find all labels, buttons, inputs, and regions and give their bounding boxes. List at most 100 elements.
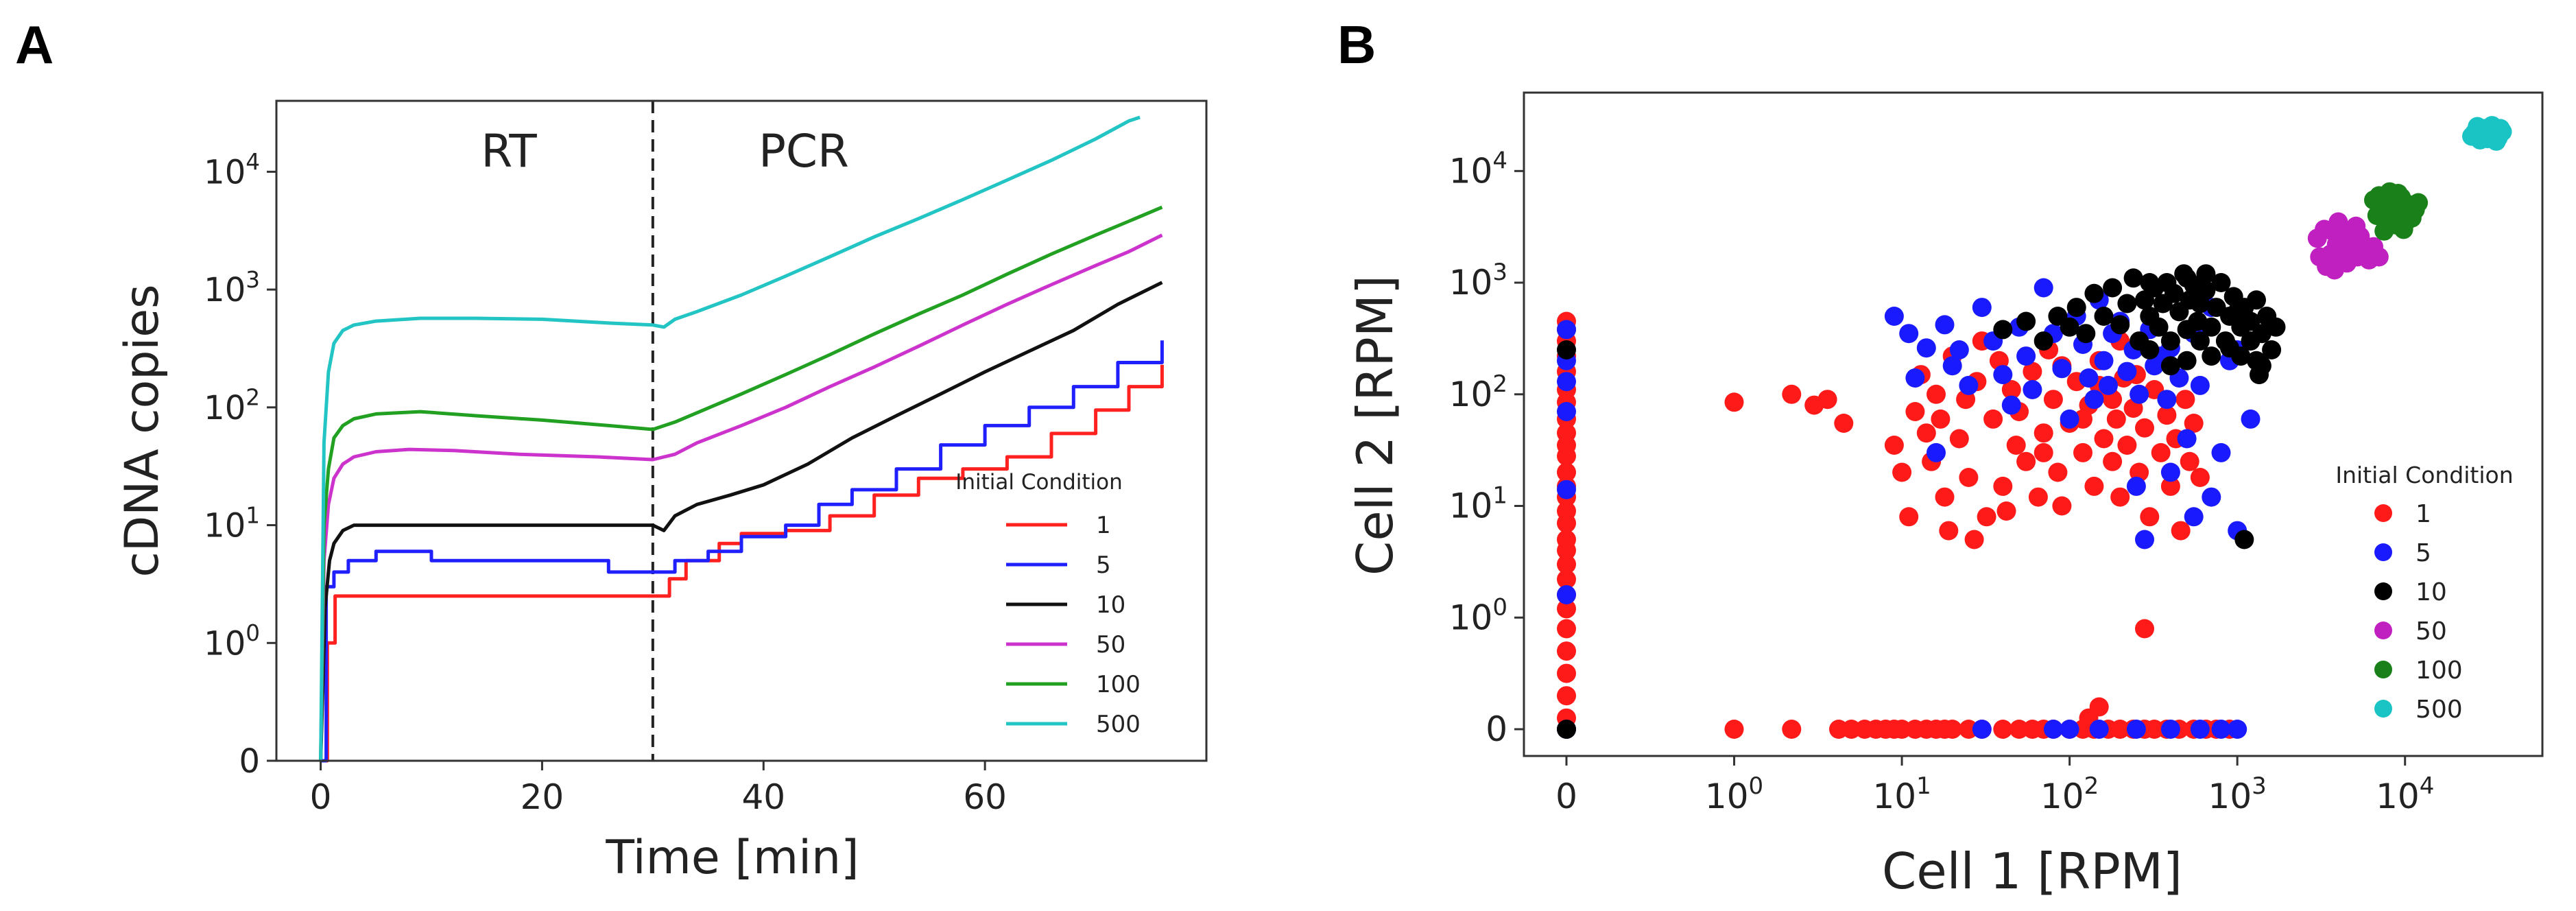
- panel-b-point-50: [2334, 244, 2354, 264]
- panel-b-axes-frame: [1523, 91, 2544, 757]
- panel-b-legend-swatch-100: [2374, 661, 2392, 678]
- panel-a-plot-area: [319, 101, 1164, 763]
- panel-a-x-tick-label: 40: [741, 777, 785, 817]
- panel-b-point-10: [2196, 264, 2216, 284]
- panel-b-point-1: [1964, 530, 1984, 549]
- panel-b-point-10: [2160, 356, 2180, 376]
- panel-b-x-ticks: 0 100 101 102 103 104: [1555, 756, 2434, 816]
- panel-b-point-10: [2103, 278, 2123, 298]
- panel-b-y-tick-label: 104: [1449, 147, 1507, 191]
- panel-b-point-1: [1884, 436, 1904, 455]
- panel-b-point-1: [1557, 513, 1576, 533]
- panel-b-point-1: [1557, 641, 1576, 661]
- panel-a-y-tick-label: 104: [204, 149, 260, 191]
- panel-b-point-100: [2409, 193, 2429, 213]
- panel-b-point-50: [2324, 260, 2344, 280]
- panel-b-point-10: [2241, 311, 2261, 331]
- panel-b-point-5: [2157, 390, 2177, 410]
- panel-b-point-5: [2079, 368, 2099, 388]
- panel-a-x-tick-label: 20: [521, 777, 564, 817]
- panel-b-legend-label-500: 500: [2416, 696, 2463, 724]
- panel-b-point-5: [2023, 380, 2042, 399]
- panel-b-point-10: [2177, 268, 2197, 288]
- panel-b-y-tick-label: 103: [1449, 259, 1507, 303]
- panel-b-point-5: [2160, 720, 2180, 739]
- panel-b-legend-swatch-500: [2374, 700, 2392, 718]
- panel-b-point-5: [1899, 324, 1919, 344]
- panel-a-y-tick-label: 0: [239, 742, 260, 781]
- panel-b-point-1: [1949, 429, 1969, 449]
- panel-b-point-1: [2016, 451, 2036, 471]
- panel-b-point-10: [2247, 290, 2266, 310]
- panel-b-point-1: [1724, 720, 1744, 739]
- panel-b-point-5: [2211, 720, 2231, 739]
- panel-b-point-1: [1993, 720, 2013, 739]
- panel-b-point-5: [2228, 720, 2247, 739]
- panel-a-label: A: [15, 14, 53, 75]
- panel-b-point-50: [2323, 221, 2343, 241]
- panel-b-point-1: [2151, 442, 2171, 462]
- panel-b-legend-title: Initial Condition: [2335, 462, 2513, 488]
- panel-b-point-1: [1996, 501, 2016, 521]
- panel-a-x-tick-label: 60: [963, 777, 1007, 817]
- panel-b-legend-label-5: 5: [2416, 539, 2431, 567]
- panel-b-point-10: [2190, 331, 2210, 351]
- panel-b-point-5: [1557, 480, 1576, 499]
- panel-b-x-tick-label: 103: [2208, 772, 2267, 816]
- panel-b-point-5: [2130, 384, 2149, 404]
- panel-b-point-10: [2196, 281, 2216, 300]
- panel-b-point-1: [2001, 380, 2021, 399]
- panel-b-point-1: [1724, 392, 1744, 412]
- panel-b-point-1: [1834, 414, 1854, 433]
- panel-b-x-tick-label: 102: [2040, 772, 2099, 816]
- panel-b-point-5: [2190, 720, 2210, 739]
- panel-b-point-10: [2164, 283, 2184, 303]
- panel-b-point-1: [2171, 521, 2191, 541]
- panel-b-point-100: [2374, 221, 2394, 241]
- panel-b-point-1: [2094, 429, 2114, 449]
- panel-b-y-ticks: 0 100 101 102 103 104: [1449, 147, 1524, 749]
- panel-b-point-5: [2117, 362, 2137, 381]
- panel-b-point-1: [1942, 720, 1962, 739]
- panel-b-point-5: [2160, 462, 2180, 482]
- panel-a-series-line-10: [319, 281, 1163, 761]
- panel-a-annotation-pcr: PCR: [759, 125, 849, 178]
- panel-b-point-50: [2310, 247, 2330, 267]
- panel-b-point-100: [2388, 184, 2408, 203]
- panel-a-x-ticks: 0 20 40 60: [310, 761, 1007, 817]
- panel-b-point-1: [2103, 451, 2123, 471]
- panel-b-point-5: [2060, 409, 2079, 429]
- panel-b-point-5: [2202, 487, 2221, 507]
- panel-b-point-1: [2034, 442, 2053, 462]
- panel-b-point-10: [2202, 346, 2221, 366]
- panel-b-point-1: [2180, 451, 2199, 471]
- panel-a-series-line-50: [319, 233, 1163, 761]
- panel-b-point-10: [2252, 356, 2271, 376]
- panel-b-point-1: [2110, 487, 2130, 507]
- panel-b-point-10: [2123, 268, 2143, 288]
- panel-a-legend-label-100: 100: [1096, 671, 1141, 698]
- panel-b-point-1: [1782, 720, 1802, 739]
- panel-b-point-10: [2266, 317, 2286, 337]
- panel-b-y-tick-label: 101: [1449, 482, 1507, 526]
- panel-a-legend: Initial Condition 1 5 10 50 100 500: [955, 470, 1141, 738]
- panel-b-point-1: [1993, 476, 2013, 496]
- panel-b-point-1: [1935, 487, 1955, 507]
- panel-a-series-line-100: [319, 205, 1163, 761]
- panel-b-point-1: [1557, 663, 1576, 683]
- panel-a-y-tick-label: 102: [204, 385, 260, 427]
- panel-a-axes-frame: [275, 99, 1208, 762]
- panel-b-point-5: [2099, 375, 2118, 395]
- panel-b-point-5: [2241, 409, 2261, 429]
- panel-b-point-1: [1557, 599, 1576, 619]
- panel-b-point-10: [2034, 331, 2053, 351]
- panel-b-plot-area: [1557, 116, 2512, 739]
- panel-b-point-1: [2084, 476, 2104, 496]
- panel-b-point-500: [2483, 123, 2503, 143]
- panel-b-point-1: [2028, 487, 2048, 507]
- panel-b-point-1: [2117, 436, 2137, 455]
- panel-b-point-5: [1927, 442, 1946, 462]
- panel-b-point-10: [2140, 340, 2160, 359]
- panel-b-legend: Initial Condition 1 5 10 50 100 500: [2335, 462, 2513, 724]
